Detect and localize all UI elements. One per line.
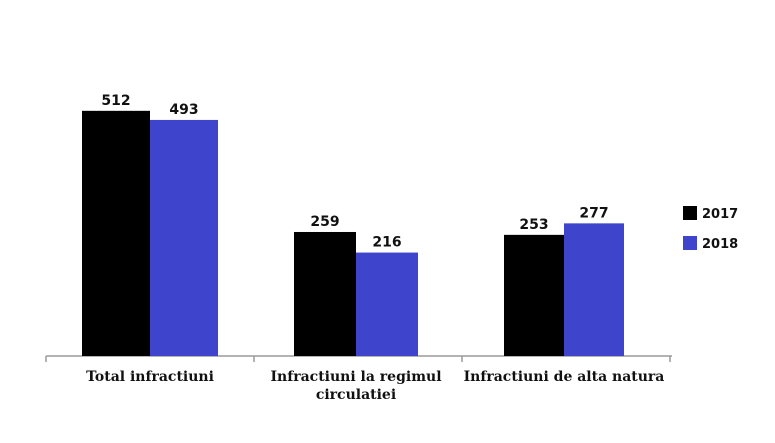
bars-group [82,110,624,356]
legend-label: 2017 [702,207,738,222]
data-label: 259 [310,214,339,230]
legend: 2017 2018 [683,206,738,252]
category-labels-group: Total infractiuni Infractiuni la regimul c… [86,369,664,403]
legend-swatch-2017 [683,206,697,220]
bar-2018-0 [150,119,218,356]
category-label: Total infractiuni [86,369,214,385]
data-label: 493 [169,102,198,118]
legend-label: 2018 [702,237,738,252]
bar-2017-0 [82,110,150,356]
data-label: 512 [101,93,130,109]
bar-2018-1 [356,252,418,356]
legend-swatch-2018 [683,236,697,250]
data-labels-group: 512 493 259 216 253 277 [101,93,608,251]
bar-2017-1 [294,231,356,356]
data-label: 216 [372,235,401,251]
category-label: Infractiuni la regimul [270,369,441,385]
data-label: 253 [519,217,548,233]
category-label: circulatiei [316,387,396,403]
data-label: 277 [579,205,608,221]
category-label: Infractiuni de alta natura [464,369,665,385]
bar-2017-2 [504,234,564,356]
bar-2018-2 [564,223,624,356]
